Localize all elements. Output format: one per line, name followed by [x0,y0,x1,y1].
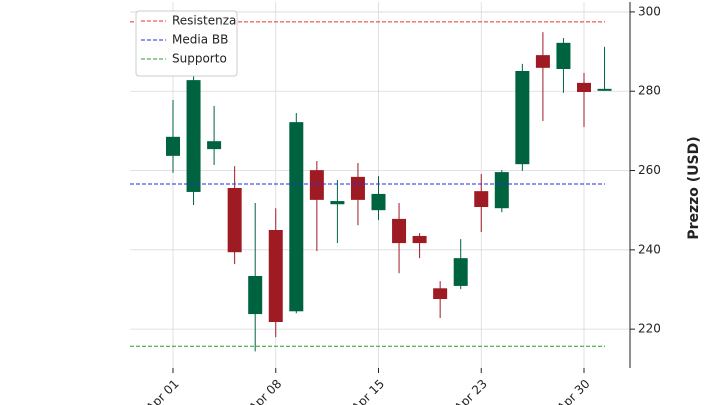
candle-body [248,276,263,315]
candle-body [330,201,345,205]
candle-body [597,88,612,91]
candle-body [207,141,222,150]
candle-body [535,55,550,68]
x-tick-label: Apr 23 [452,377,490,405]
candle-body [412,235,427,244]
candle-body [309,170,324,200]
candle-body [515,70,530,165]
candle-body [289,122,304,312]
x-tick-label: Apr 08 [246,377,284,405]
candle-body [494,172,509,209]
candle-body [577,82,591,93]
y-tick-label: 300 [638,4,661,18]
candle-body [474,191,489,208]
candle-body [371,193,386,211]
candle-body [268,230,283,323]
candle-body [453,258,468,286]
candle-body [166,136,180,156]
x-tick-label: Apr 30 [555,377,593,405]
legend-box [135,10,238,77]
candle-body [392,218,407,244]
candle-body [433,288,448,300]
legend-label: Media BB [172,33,228,47]
x-tick-label: Apr 15 [349,377,387,405]
candle-body [350,176,365,200]
y-tick-label: 220 [638,322,661,336]
candle-body [556,42,571,70]
candle-body [186,80,201,192]
y-tick-label: 240 [638,242,661,256]
y-tick-label: 280 [638,84,661,98]
legend-label: Supporto [172,52,227,66]
candle-body [227,187,242,253]
y-axis-label: Prezzo (USD) [686,136,702,239]
legend-label: Resistenza [172,14,236,28]
y-tick-label: 260 [638,163,661,177]
x-tick-label: Apr 01 [144,377,182,405]
